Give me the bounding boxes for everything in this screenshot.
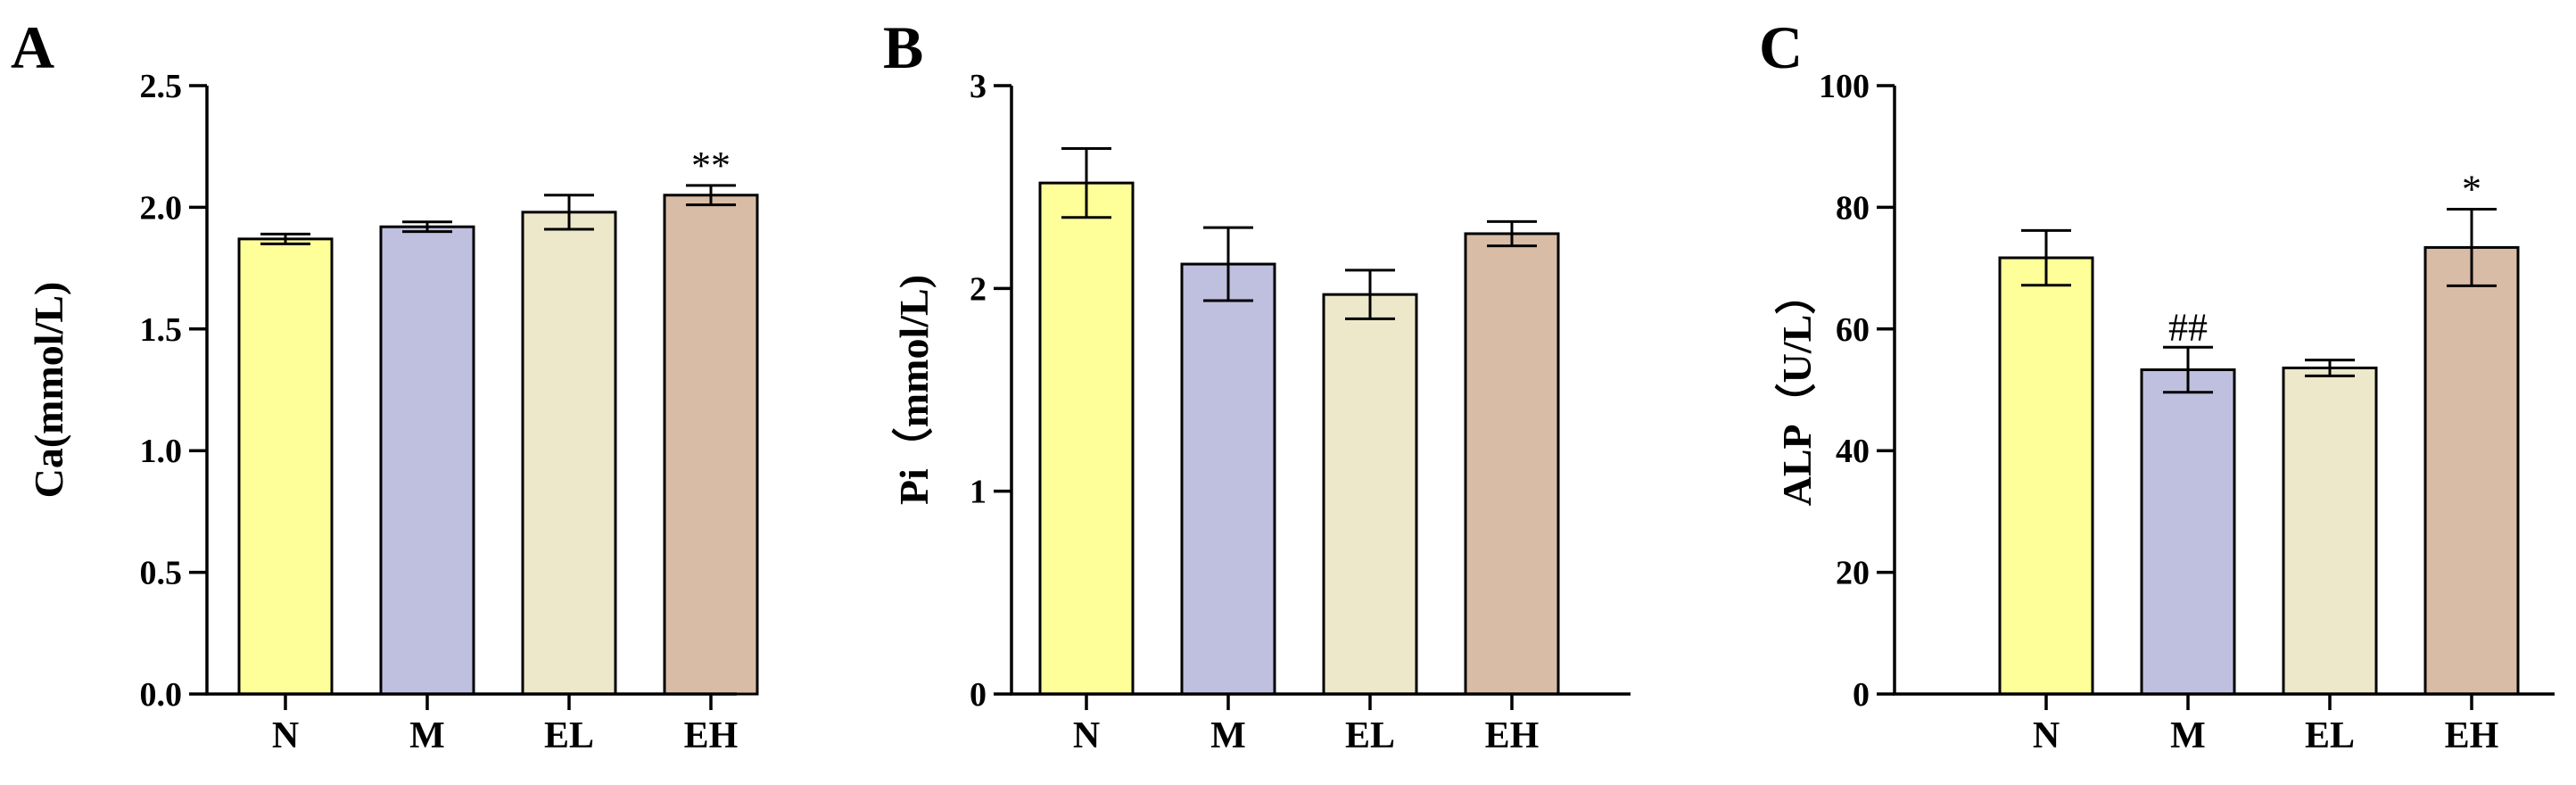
panel-a-y-tick-label: 2.0 [140, 189, 183, 227]
panel-a-error-bar-m [402, 220, 452, 234]
panel-b-x-tick-m: M [1210, 715, 1246, 756]
panel-b-y-tick-label: 2 [970, 270, 987, 308]
panel-c-x-tick-m: M [2170, 715, 2206, 756]
panel-a-y-tick-label: 0.5 [140, 555, 183, 592]
panel-c-bar-el [2282, 366, 2378, 696]
panel-a-x-tick-eh: EH [684, 715, 739, 756]
panel-c-error-bar-eh [2447, 207, 2497, 287]
panel-a-bar-eh [663, 194, 759, 696]
panel-b-y-tick-label: 1 [970, 474, 987, 511]
panel-a-significance-eh: ** [691, 144, 731, 187]
panel-c-letter: C [1759, 13, 1803, 81]
panel-a-x-tick-el: EL [544, 715, 594, 756]
panel-b-bar-m [1180, 262, 1276, 696]
panel-a-y-tick-label: 2.5 [140, 68, 183, 105]
panel-c-significance-eh: * [2462, 167, 2481, 211]
panel-c-bar-n [1998, 256, 2094, 696]
panel-a-letter: A [11, 13, 54, 81]
panel-b-y-axis-title: Pi（mmol/L) [891, 275, 937, 505]
panel-c-significance-m: ## [2168, 305, 2208, 349]
panel-c-y-tick-label: 40 [1836, 433, 1870, 470]
panel-b-x-tick-eh: EH [1485, 715, 1540, 756]
panel-a-x-tick-m: M [409, 715, 445, 756]
panel-c-y-tick-label: 20 [1836, 555, 1870, 592]
panel-c-y-tick-label: 0 [1853, 676, 1870, 714]
panel-c-x-tick-el: EL [2305, 715, 2355, 756]
panel-b-bar-eh [1464, 232, 1560, 696]
panel-c-bar-m [2140, 368, 2236, 696]
panel-c-error-bar-m [2163, 345, 2213, 394]
panel-b-x-tick-n: N [1073, 715, 1100, 756]
panel-a-y-tick-label: 1.5 [140, 311, 183, 349]
panel-c-x-tick-eh: EH [2445, 715, 2499, 756]
panel-b-y-tick-label: 0 [970, 676, 987, 714]
panel-a-y-tick-label: 0.0 [140, 676, 183, 714]
panel-c-y-tick-label: 80 [1836, 189, 1870, 227]
panel-b-error-bar-n [1061, 146, 1111, 219]
chart-panel-c: C N ## M EL * EH 0 20 40 60 80 100 ALP（U/L） [1759, 13, 2555, 756]
panel-b-error-bar-el [1345, 269, 1395, 320]
panel-c-error-bar-n [2021, 228, 2071, 287]
panel-a-error-bar-el [544, 194, 594, 231]
panel-a-error-bar-eh [686, 184, 736, 207]
panel-b-x-tick-el: EL [1345, 715, 1395, 756]
panel-a-y-axis-title: Ca(mmol/L) [26, 282, 71, 499]
panel-a-bar-m [379, 225, 475, 696]
panel-a-error-bar-n [260, 232, 310, 245]
panel-b-letter: B [883, 13, 923, 81]
panel-b-error-bar-m [1203, 226, 1253, 302]
panel-b-error-bar-eh [1487, 219, 1537, 248]
panel-c-y-axis-title: ALP（U/L） [1774, 274, 1820, 507]
chart-panel-a: A N M EL ** EH 0.0 0.5 1.0 1.5 2.0 2.5 Ca(mmol/L) [11, 13, 759, 756]
panel-c-x-tick-n: N [2033, 715, 2060, 756]
chart-panel-b: B N M EL EH 0 1 2 3 Pi（mmol/L) [883, 13, 1631, 756]
panel-c-y-tick-label: 60 [1836, 311, 1870, 349]
panel-a-y-tick-label: 1.0 [140, 433, 183, 470]
panel-b-y-tick-label: 3 [970, 68, 987, 105]
panel-a-bar-el [521, 211, 617, 696]
panel-a-bar-n [237, 237, 334, 696]
panel-c-bar-eh [2423, 245, 2520, 696]
panel-a-x-tick-n: N [272, 715, 299, 756]
panel-c-y-tick-label: 100 [1819, 68, 1870, 105]
panel-b-bar-el [1322, 293, 1418, 696]
panel-c-error-bar-el [2305, 359, 2355, 377]
panel-b-bar-n [1038, 181, 1135, 696]
